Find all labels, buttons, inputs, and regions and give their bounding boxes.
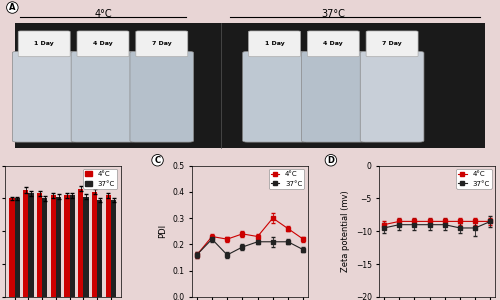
FancyBboxPatch shape <box>18 31 70 57</box>
Bar <box>111 200 116 297</box>
Y-axis label: Zeta potential (mv): Zeta potential (mv) <box>341 190 350 272</box>
Text: 7 Day: 7 Day <box>382 41 402 46</box>
Bar <box>42 198 48 297</box>
FancyBboxPatch shape <box>242 51 306 142</box>
FancyBboxPatch shape <box>248 31 300 57</box>
FancyBboxPatch shape <box>130 51 194 142</box>
Text: 1 Day: 1 Day <box>34 41 54 46</box>
Text: D: D <box>328 156 334 165</box>
FancyBboxPatch shape <box>77 31 129 57</box>
FancyBboxPatch shape <box>360 51 424 142</box>
Bar <box>84 197 88 297</box>
Text: 4 Day: 4 Day <box>324 41 343 46</box>
Bar <box>92 192 97 297</box>
Text: 37°C: 37°C <box>322 9 345 19</box>
Bar <box>64 195 70 297</box>
Bar <box>50 195 56 297</box>
FancyBboxPatch shape <box>15 23 485 148</box>
Bar <box>14 198 20 297</box>
Bar <box>56 197 61 297</box>
FancyBboxPatch shape <box>302 51 365 142</box>
Y-axis label: PDI: PDI <box>158 224 167 238</box>
FancyBboxPatch shape <box>366 31 418 57</box>
Bar <box>37 194 42 297</box>
Text: 7 Day: 7 Day <box>152 41 172 46</box>
Bar <box>97 200 102 297</box>
Bar <box>10 198 14 297</box>
Text: 1 Day: 1 Day <box>264 41 284 46</box>
Text: A: A <box>9 3 16 12</box>
FancyBboxPatch shape <box>12 51 76 142</box>
FancyBboxPatch shape <box>308 31 360 57</box>
Legend: 4°C, 37°C: 4°C, 37°C <box>83 169 117 189</box>
Bar <box>28 194 34 297</box>
Bar <box>70 195 75 297</box>
Bar <box>106 195 111 297</box>
FancyBboxPatch shape <box>71 51 135 142</box>
Text: 4 Day: 4 Day <box>93 41 113 46</box>
Bar <box>78 188 84 297</box>
Legend: 4°C, 37°C: 4°C, 37°C <box>269 169 304 189</box>
Bar <box>23 190 28 297</box>
Text: C: C <box>154 156 160 165</box>
Legend: 4°C, 37°C: 4°C, 37°C <box>456 169 492 189</box>
Text: 4°C: 4°C <box>94 9 112 19</box>
FancyBboxPatch shape <box>136 31 188 57</box>
